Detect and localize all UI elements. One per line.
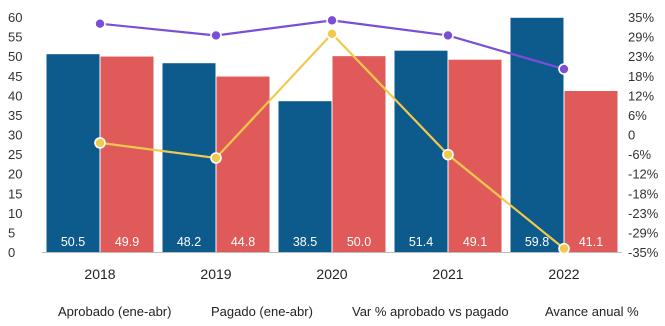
right-tick-label: 35% — [628, 10, 654, 25]
line-series — [94, 14, 570, 255]
line-point — [210, 152, 222, 164]
bar-data-label: 49.1 — [463, 235, 487, 249]
right-tick-label: -6% — [628, 147, 652, 162]
line-point — [94, 17, 106, 30]
right-tick-label: 29% — [628, 30, 654, 45]
bar-data-label: 41.1 — [579, 235, 603, 249]
bar-data-label: 48.2 — [177, 235, 201, 249]
right-tick-label: -18% — [628, 186, 659, 201]
line-point — [326, 14, 338, 27]
combo-chart: 0 5 10 15 20 25 30 35 40 45 50 55 60 -35% -29% -23% -18… — [8, 10, 659, 282]
left-tick-label: 40 — [8, 88, 22, 103]
line-point — [442, 148, 454, 161]
bar — [564, 91, 618, 253]
x-axis: 2018 2019 2020 2021 2022 — [84, 266, 579, 282]
right-y-axis: -35% -29% -23% -18% -12% -6% 0 6% 12% 18% 23% 29% 35… — [628, 10, 659, 260]
left-tick-label: 60 — [8, 10, 22, 25]
bar-data-label: 38.5 — [293, 235, 317, 249]
legend-item-aprobado: Aprobado (ene-abr) — [58, 304, 172, 319]
right-tick-label: 6% — [628, 108, 647, 123]
right-tick-label: -35% — [628, 245, 659, 260]
left-tick-label: 35 — [8, 108, 22, 123]
x-tick-label: 2022 — [548, 266, 579, 282]
bar — [100, 56, 154, 252]
left-tick-label: 55 — [8, 30, 22, 45]
right-tick-label: 12% — [628, 88, 654, 103]
left-tick-label: 25 — [8, 147, 22, 162]
right-tick-label: -12% — [628, 167, 659, 182]
bar — [394, 50, 448, 252]
bar-data-label: 50.5 — [61, 235, 85, 249]
left-tick-label: 15 — [8, 186, 22, 201]
bar — [46, 54, 100, 253]
left-tick-label: 0 — [8, 245, 15, 260]
x-tick-label: 2020 — [316, 266, 347, 282]
right-tick-label: 0 — [628, 128, 635, 143]
right-tick-label: -23% — [628, 206, 659, 221]
line-point — [558, 63, 570, 75]
left-tick-label: 10 — [8, 206, 22, 221]
bar — [332, 56, 386, 252]
legend: Aprobado (ene-abr) Pagado (ene-abr) Var … — [0, 304, 665, 324]
right-tick-label: 23% — [628, 49, 654, 64]
bar-data-label: 59.8 — [525, 235, 549, 249]
x-tick-label: 2019 — [200, 266, 231, 282]
bar-data-label: 44.8 — [231, 235, 255, 249]
left-tick-label: 20 — [8, 167, 22, 182]
right-tick-label: 18% — [628, 69, 654, 84]
bar — [510, 17, 564, 253]
bar-data-label: 49.9 — [115, 235, 139, 249]
right-tick-label: -29% — [628, 225, 659, 240]
legend-item-var: Var % aprobado vs pagado — [352, 304, 509, 319]
left-tick-label: 45 — [8, 69, 22, 84]
left-tick-label: 5 — [8, 225, 15, 240]
legend-item-pagado: Pagado (ene-abr) — [211, 304, 313, 319]
legend-item-avance: Avance anual % — [545, 304, 639, 319]
line-point — [442, 29, 454, 42]
left-tick-label: 50 — [8, 49, 22, 64]
bar — [216, 76, 270, 253]
line-point — [94, 137, 106, 149]
left-tick-label: 30 — [8, 128, 22, 143]
bar-series: 50.5 49.9 48.2 44.8 38.5 50.0 51.4 49.1 59.8 41.1 — [42, 17, 622, 253]
line-point — [326, 27, 338, 40]
bar — [278, 101, 332, 252]
bar-data-label: 50.0 — [347, 235, 371, 249]
line-point — [210, 29, 222, 42]
x-tick-label: 2021 — [432, 266, 463, 282]
left-y-axis: 0 5 10 15 20 25 30 35 40 45 50 55 60 — [8, 10, 22, 260]
bar-data-label: 51.4 — [409, 235, 433, 249]
line-point — [558, 242, 570, 255]
x-tick-label: 2018 — [84, 266, 115, 282]
bar — [448, 59, 502, 252]
